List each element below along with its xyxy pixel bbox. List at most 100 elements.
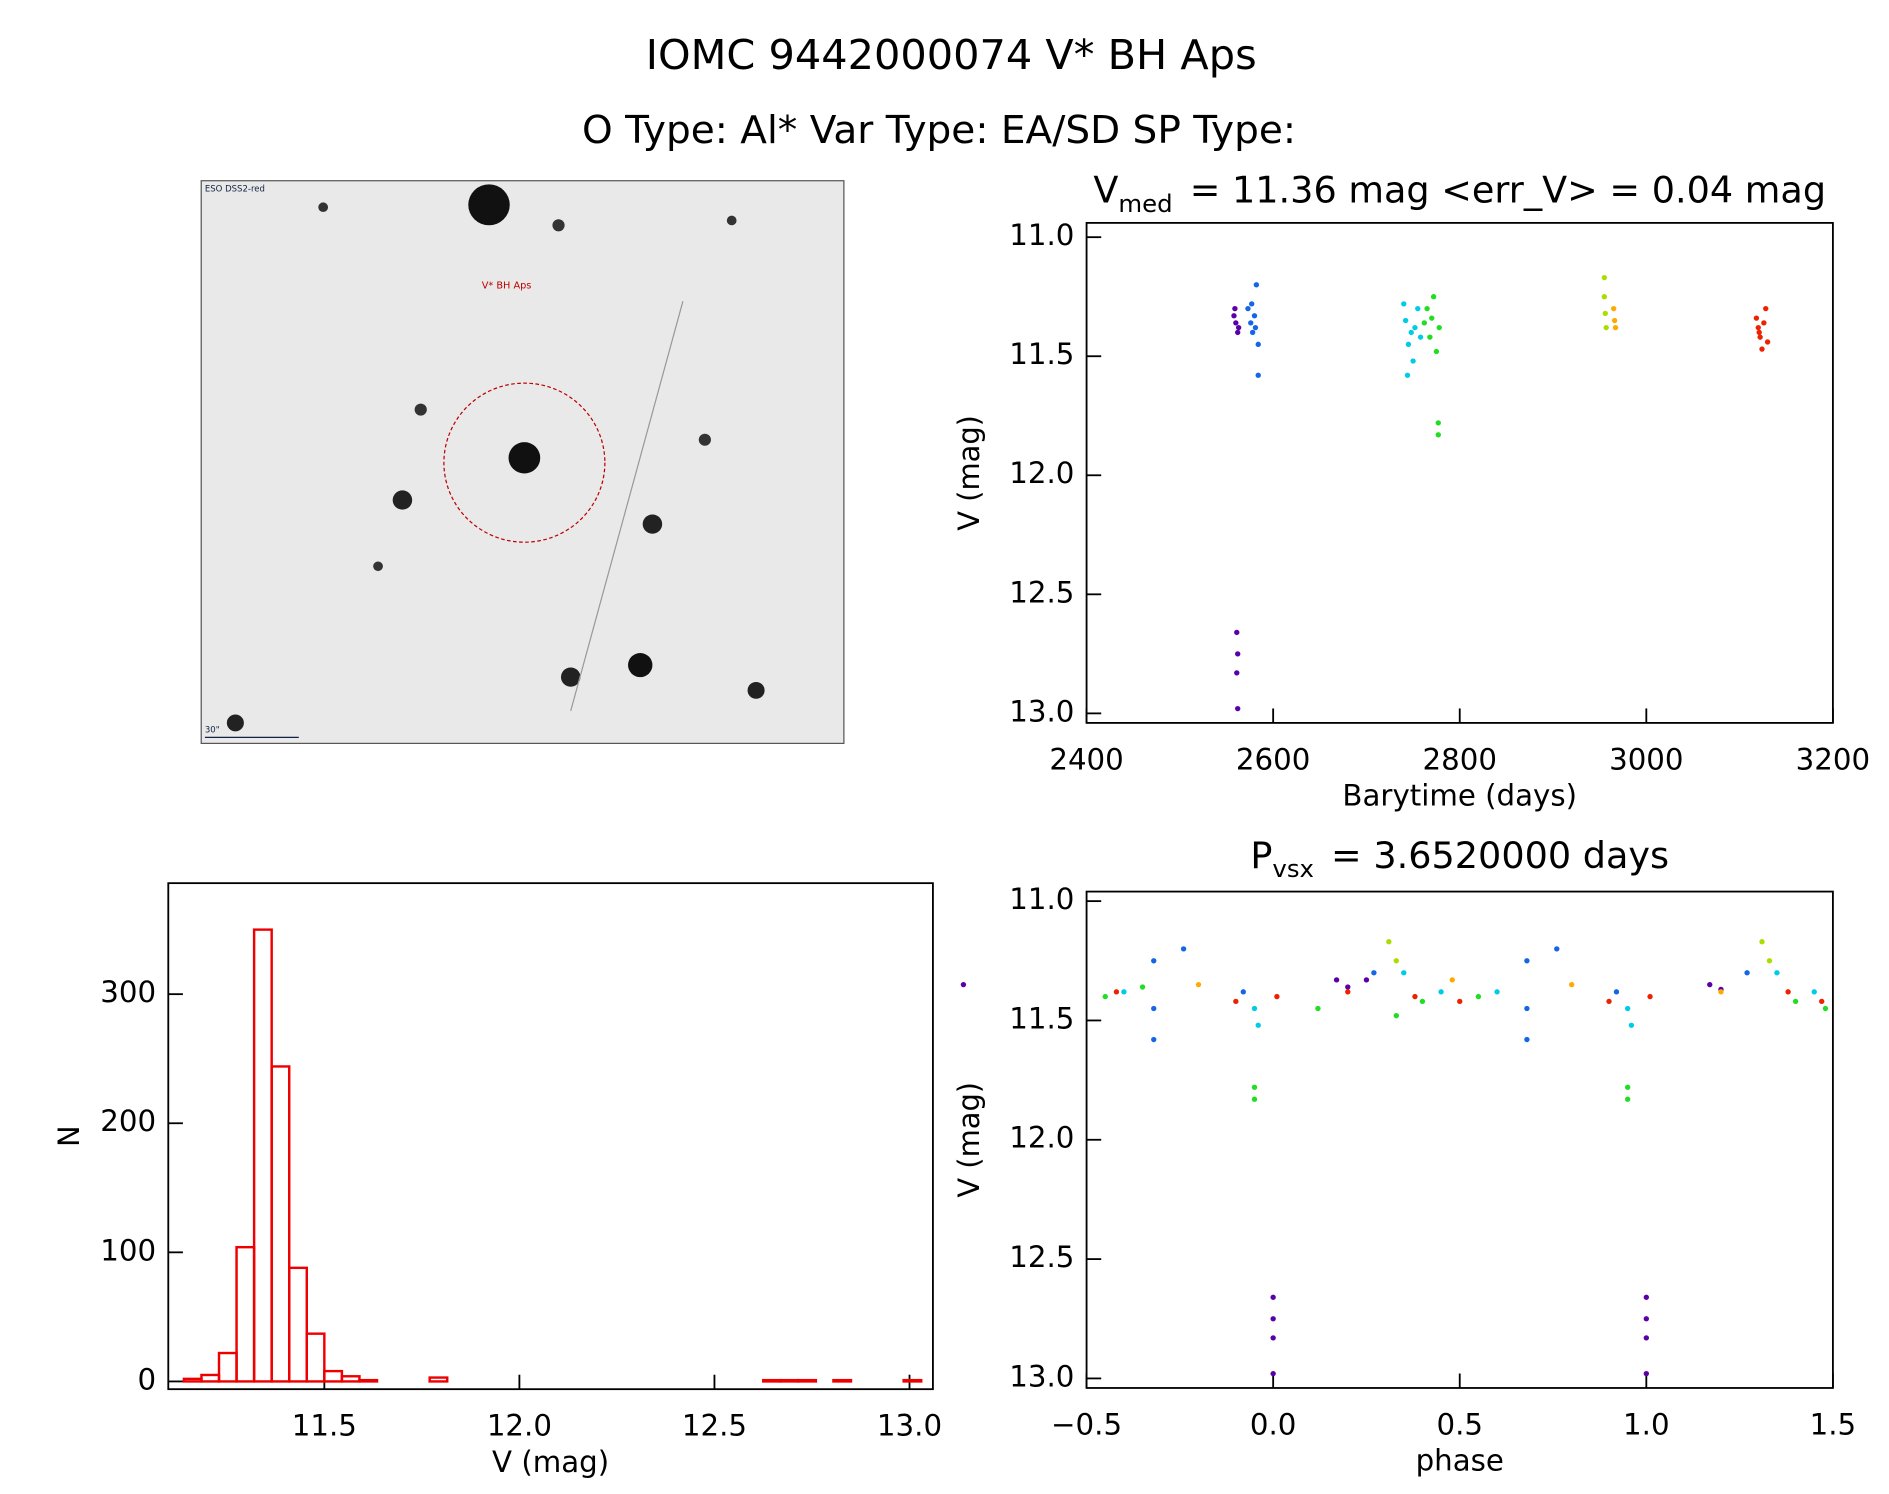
title: IOMC 9442000074 V* BH Aps (646, 31, 1257, 79)
star (392, 490, 413, 510)
data-point (1371, 970, 1377, 976)
star (642, 514, 663, 534)
data-point (1610, 305, 1617, 312)
data-point (1763, 305, 1769, 312)
star (560, 667, 581, 687)
data-point (1113, 989, 1120, 995)
y-tick-label: 300 (100, 975, 156, 1009)
data-point (1524, 958, 1530, 964)
chart-title: Pvsx = 3.6520000 days (1250, 834, 1669, 883)
data-point (1363, 977, 1370, 983)
title-rest: = 3.6520000 days (1331, 834, 1669, 877)
y-tick-label: 11.0 (1009, 218, 1074, 252)
data-point (1761, 320, 1767, 326)
data-point (1647, 993, 1653, 1000)
data-point (1251, 1096, 1258, 1102)
x-tick-label: 3000 (1609, 743, 1683, 777)
data-point (1524, 1005, 1530, 1012)
title-rest: = 11.36 mag <err_V> = 0.04 mag (1190, 169, 1826, 212)
data-point (1248, 320, 1254, 326)
data-point (1421, 320, 1427, 326)
data-point (1603, 325, 1609, 331)
histogram-bar (428, 1376, 449, 1383)
y-tick-label: 13.0 (1009, 694, 1074, 728)
data-point (1417, 334, 1424, 340)
y-axis-label: N (52, 1125, 86, 1147)
x-tick-label: 2600 (1236, 743, 1310, 777)
x-tick-label: 2400 (1049, 743, 1123, 777)
data-point (1251, 1084, 1258, 1090)
data-point (1393, 958, 1399, 964)
star (226, 714, 244, 732)
data-point (1759, 939, 1765, 945)
data-point (1180, 946, 1187, 952)
x-tick-label: 0.0 (1250, 1408, 1297, 1442)
data-point (1785, 989, 1791, 995)
x-tick-label: −0.5 (1051, 1408, 1122, 1442)
data-point (1612, 325, 1619, 331)
data-point (1255, 372, 1261, 378)
y-tick-label: 11.5 (1009, 1002, 1074, 1036)
data-point (1613, 989, 1620, 995)
data-point (1475, 993, 1482, 1000)
y-tick-label: 12.5 (1009, 575, 1074, 609)
data-point (1524, 1036, 1530, 1043)
data-point (1424, 305, 1430, 312)
y-tick-label: 12.0 (1009, 1121, 1074, 1155)
data-point (1252, 325, 1259, 331)
histogram-bar (902, 1378, 923, 1383)
data-point (1624, 1096, 1631, 1102)
star (318, 202, 329, 213)
data-point (1427, 334, 1433, 340)
y-tick-label: 100 (100, 1233, 156, 1267)
data-point (1270, 1371, 1276, 1377)
histogram-bar (217, 1351, 238, 1383)
x-axis-label: Barytime (days) (1342, 779, 1577, 813)
title-sub: vsx (1272, 854, 1314, 883)
data-point (1811, 989, 1817, 995)
data-point (1554, 946, 1560, 952)
data-point (1405, 341, 1412, 347)
data-point (1457, 998, 1463, 1005)
y-tick-label: 200 (100, 1104, 156, 1138)
data-point (1408, 329, 1414, 336)
x-tick-label: 0.5 (1436, 1408, 1483, 1442)
data-point (1792, 998, 1799, 1005)
title-main: P (1250, 834, 1272, 877)
data-point (1601, 294, 1608, 300)
data-point (1102, 993, 1108, 1000)
data-point (1253, 282, 1260, 288)
data-point (1756, 329, 1762, 336)
data-point (1251, 313, 1258, 319)
data-point (1569, 982, 1575, 988)
survey-label: ESO DSS2-red (205, 184, 265, 194)
histogram-bar (235, 1245, 256, 1383)
x-tick-label: 3200 (1796, 743, 1870, 777)
target-label: V* BH Aps (482, 281, 532, 292)
data-point (1234, 629, 1240, 636)
data-point (1449, 977, 1455, 983)
histogram-bar (252, 928, 273, 1383)
data-point (1602, 310, 1608, 317)
target-circle (443, 382, 606, 543)
data-point (1643, 1294, 1650, 1300)
data-point (1386, 939, 1392, 945)
star (726, 215, 737, 226)
x-tick-label: 12.0 (487, 1409, 552, 1443)
data-point (1233, 320, 1239, 326)
star (468, 184, 510, 226)
finder-image: ESO DSS2-red V* BH Aps 30" (200, 180, 845, 744)
data-point (1270, 1294, 1276, 1300)
histogram-bar (358, 1378, 379, 1383)
histogram-bar (779, 1378, 800, 1383)
data-point (1333, 977, 1340, 983)
star (628, 653, 653, 678)
data-point (1151, 958, 1157, 964)
y-tick-label: 12.0 (1009, 456, 1074, 490)
data-point (1628, 1022, 1635, 1028)
data-point (1345, 984, 1351, 990)
subtitle: O Type: Al* Var Type: EA/SD SP Type: (582, 108, 1296, 153)
data-point (1401, 970, 1407, 976)
data-point (1231, 313, 1237, 319)
